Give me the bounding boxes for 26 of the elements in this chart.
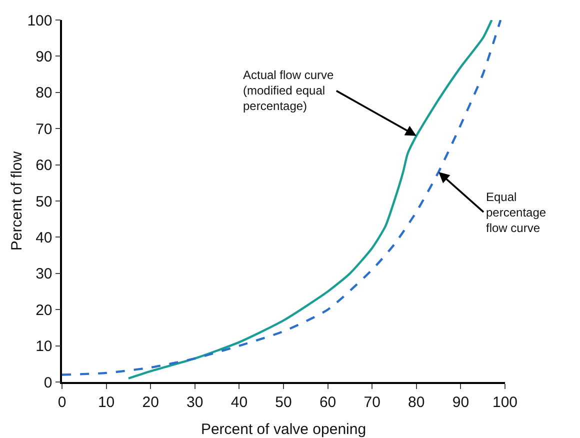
- x-tick-label: 100: [492, 394, 518, 411]
- y-tick-label: 70: [36, 120, 52, 138]
- y-tick-label: 80: [36, 84, 52, 102]
- x-tick-label: 80: [408, 394, 425, 411]
- x-tick-label: 10: [98, 394, 115, 411]
- y-tick-label: 10: [36, 338, 52, 356]
- y-tick-label: 50: [36, 193, 52, 210]
- y-tick-label: 0: [44, 374, 52, 392]
- x-tick-label: 40: [230, 394, 248, 411]
- y-tick-label: 100: [27, 12, 52, 30]
- x-tick-label: 60: [319, 394, 336, 411]
- y-axis-title: Percent of flow: [8, 151, 26, 251]
- x-tick-label: 0: [58, 394, 66, 411]
- y-tick-label: 60: [36, 157, 52, 174]
- y-tick-label: 40: [36, 229, 52, 246]
- y-tick-label: 20: [36, 302, 52, 319]
- x-tick-label: 30: [186, 394, 204, 411]
- x-tick-label: 50: [275, 394, 292, 411]
- y-tick-label: 30: [36, 266, 52, 283]
- x-tick-label: 20: [142, 394, 159, 411]
- x-axis-title: Percent of valve opening: [200, 421, 366, 438]
- annotation: Equal percentage flow curve: [486, 190, 546, 236]
- annotation: Actual flow curve (modified equal percentage): [243, 68, 334, 114]
- y-tick-label: 90: [36, 48, 52, 66]
- x-tick-label: 90: [452, 394, 470, 411]
- x-tick-label: 70: [364, 394, 380, 411]
